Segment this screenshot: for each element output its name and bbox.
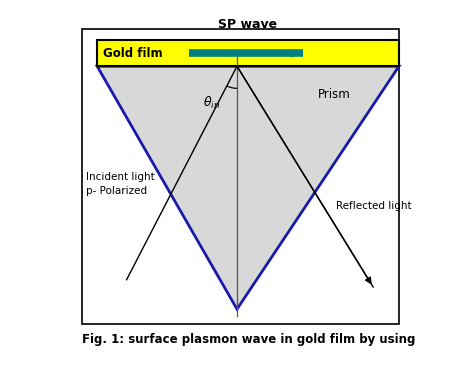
Polygon shape xyxy=(97,66,399,309)
Text: Prism: Prism xyxy=(318,88,351,101)
Text: Gold film: Gold film xyxy=(103,47,162,60)
Text: Fig. 1: surface plasmon wave in gold film by using: Fig. 1: surface plasmon wave in gold fil… xyxy=(82,333,416,346)
Bar xyxy=(82,29,399,324)
Bar xyxy=(97,40,399,66)
Text: $\theta_{in}$: $\theta_{in}$ xyxy=(203,95,220,111)
Text: Reflected light: Reflected light xyxy=(337,201,412,211)
Text: SP wave: SP wave xyxy=(219,18,278,31)
Text: Incident light
p- Polarized: Incident light p- Polarized xyxy=(86,172,155,196)
